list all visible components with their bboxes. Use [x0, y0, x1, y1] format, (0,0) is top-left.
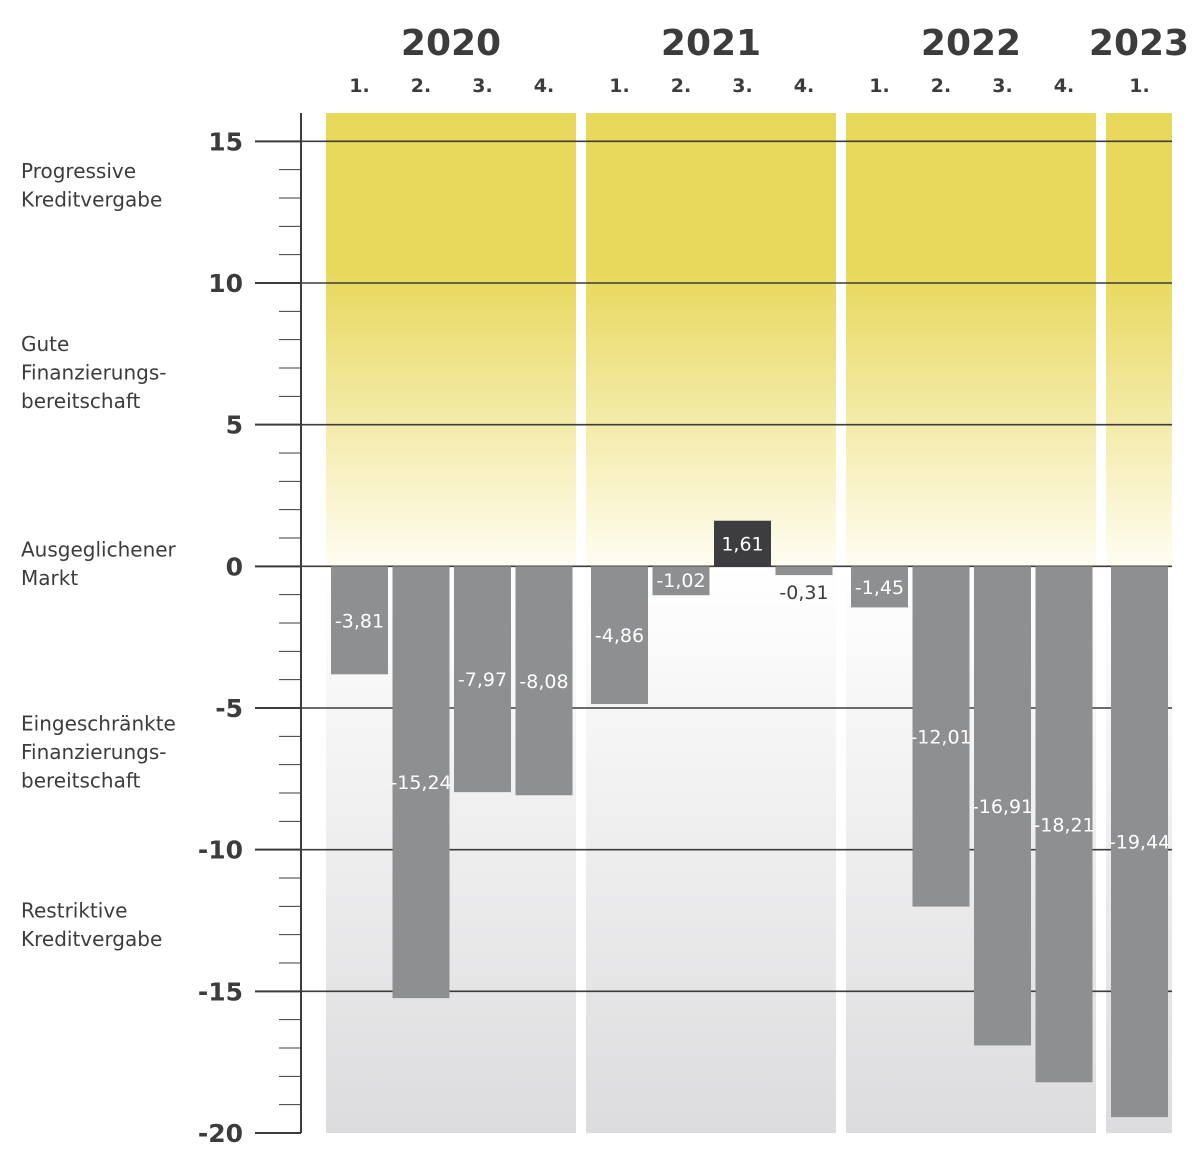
- quarter-label: 1.: [869, 75, 889, 97]
- bar-value-label: -7,97: [458, 669, 507, 691]
- bar: [331, 566, 388, 675]
- labels: Progressive Kreditvergabe Gute Finanzierung…: [21, 23, 1189, 951]
- y-tick-label: -15: [198, 977, 243, 1006]
- bar: [714, 520, 771, 567]
- quarter-label: 3.: [472, 75, 492, 97]
- quarter-label: 4.: [534, 75, 554, 97]
- bar-value-label: 1,61: [721, 534, 763, 556]
- y-tick-label: -20: [198, 1119, 243, 1148]
- year-label-2021: 2021: [661, 23, 761, 64]
- bar-value-label: -3,81: [335, 610, 384, 632]
- quarter-label: 3.: [992, 75, 1012, 97]
- bar: [591, 566, 648, 705]
- bar-value-label: -0,31: [779, 582, 828, 604]
- bar: [392, 566, 450, 999]
- bar-value-label: -1,45: [855, 577, 904, 599]
- y-tick-label: 0: [226, 552, 243, 581]
- y-tick-label: 15: [208, 127, 243, 156]
- bar-value-label: -18,21: [1033, 814, 1094, 836]
- bar-value-label: -1,02: [656, 570, 705, 592]
- quarter-label: 2.: [931, 75, 951, 97]
- bar-value-label: -4,86: [595, 625, 644, 647]
- positive-zone-2023: [1106, 113, 1172, 567]
- zone-label: Progressive: [21, 159, 136, 183]
- zone-label: Finanzierungs-: [21, 740, 166, 764]
- bar: [851, 566, 908, 608]
- quarter-label: 1.: [1129, 75, 1149, 97]
- bar: [912, 566, 970, 907]
- year-label-2022: 2022: [921, 23, 1021, 64]
- y-tick-label: -10: [198, 836, 243, 865]
- zone-label: bereitschaft: [21, 769, 141, 793]
- bar-value-label: -19,44: [1109, 832, 1170, 854]
- bar: [652, 566, 710, 596]
- zone-label: Restriktive: [21, 899, 127, 923]
- zone-label: Kreditvergabe: [21, 927, 162, 951]
- positive-zone-2020: [326, 113, 576, 567]
- year-label-2020: 2020: [401, 23, 501, 64]
- zone-label: Ausgeglichener: [21, 537, 177, 561]
- quarter-label: 1.: [609, 75, 629, 97]
- quarter-label: 4.: [794, 75, 814, 97]
- bar: [515, 566, 573, 796]
- bar: [974, 566, 1031, 1046]
- quarter-label: 1.: [349, 75, 369, 97]
- y-tick-label: 10: [208, 269, 243, 298]
- positive-zone-2021: [586, 113, 836, 567]
- quarter-label: 3.: [732, 75, 752, 97]
- bar-value-label: -15,24: [390, 772, 451, 794]
- quarter-label: 2.: [411, 75, 431, 97]
- y-tick-label: 5: [226, 411, 243, 440]
- zone-label: Gute: [21, 332, 69, 356]
- year-label-2023: 2023: [1089, 23, 1189, 64]
- positive-zone-2022: [846, 113, 1096, 567]
- y-tick-label: -5: [215, 694, 243, 723]
- bars: [331, 520, 1168, 1118]
- bar-value-label: -16,91: [972, 796, 1033, 818]
- zone-label: Eingeschränkte: [21, 712, 176, 736]
- zone-label: bereitschaft: [21, 389, 141, 413]
- y-axis: 15 10 5 0 -5 -10 -15 -20: [198, 113, 302, 1148]
- bar: [1035, 566, 1093, 1083]
- bar: [775, 566, 833, 576]
- bar: [1111, 566, 1168, 1118]
- quarter-label: 2.: [671, 75, 691, 97]
- zone-label: Finanzierungs-: [21, 361, 166, 385]
- bar-value-label: -12,01: [910, 726, 971, 748]
- bar-value-label: -8,08: [519, 671, 568, 693]
- bar: [454, 566, 511, 793]
- zone-label: Markt: [21, 566, 78, 590]
- quarter-label: 4.: [1054, 75, 1074, 97]
- zone-label: Kreditvergabe: [21, 188, 162, 212]
